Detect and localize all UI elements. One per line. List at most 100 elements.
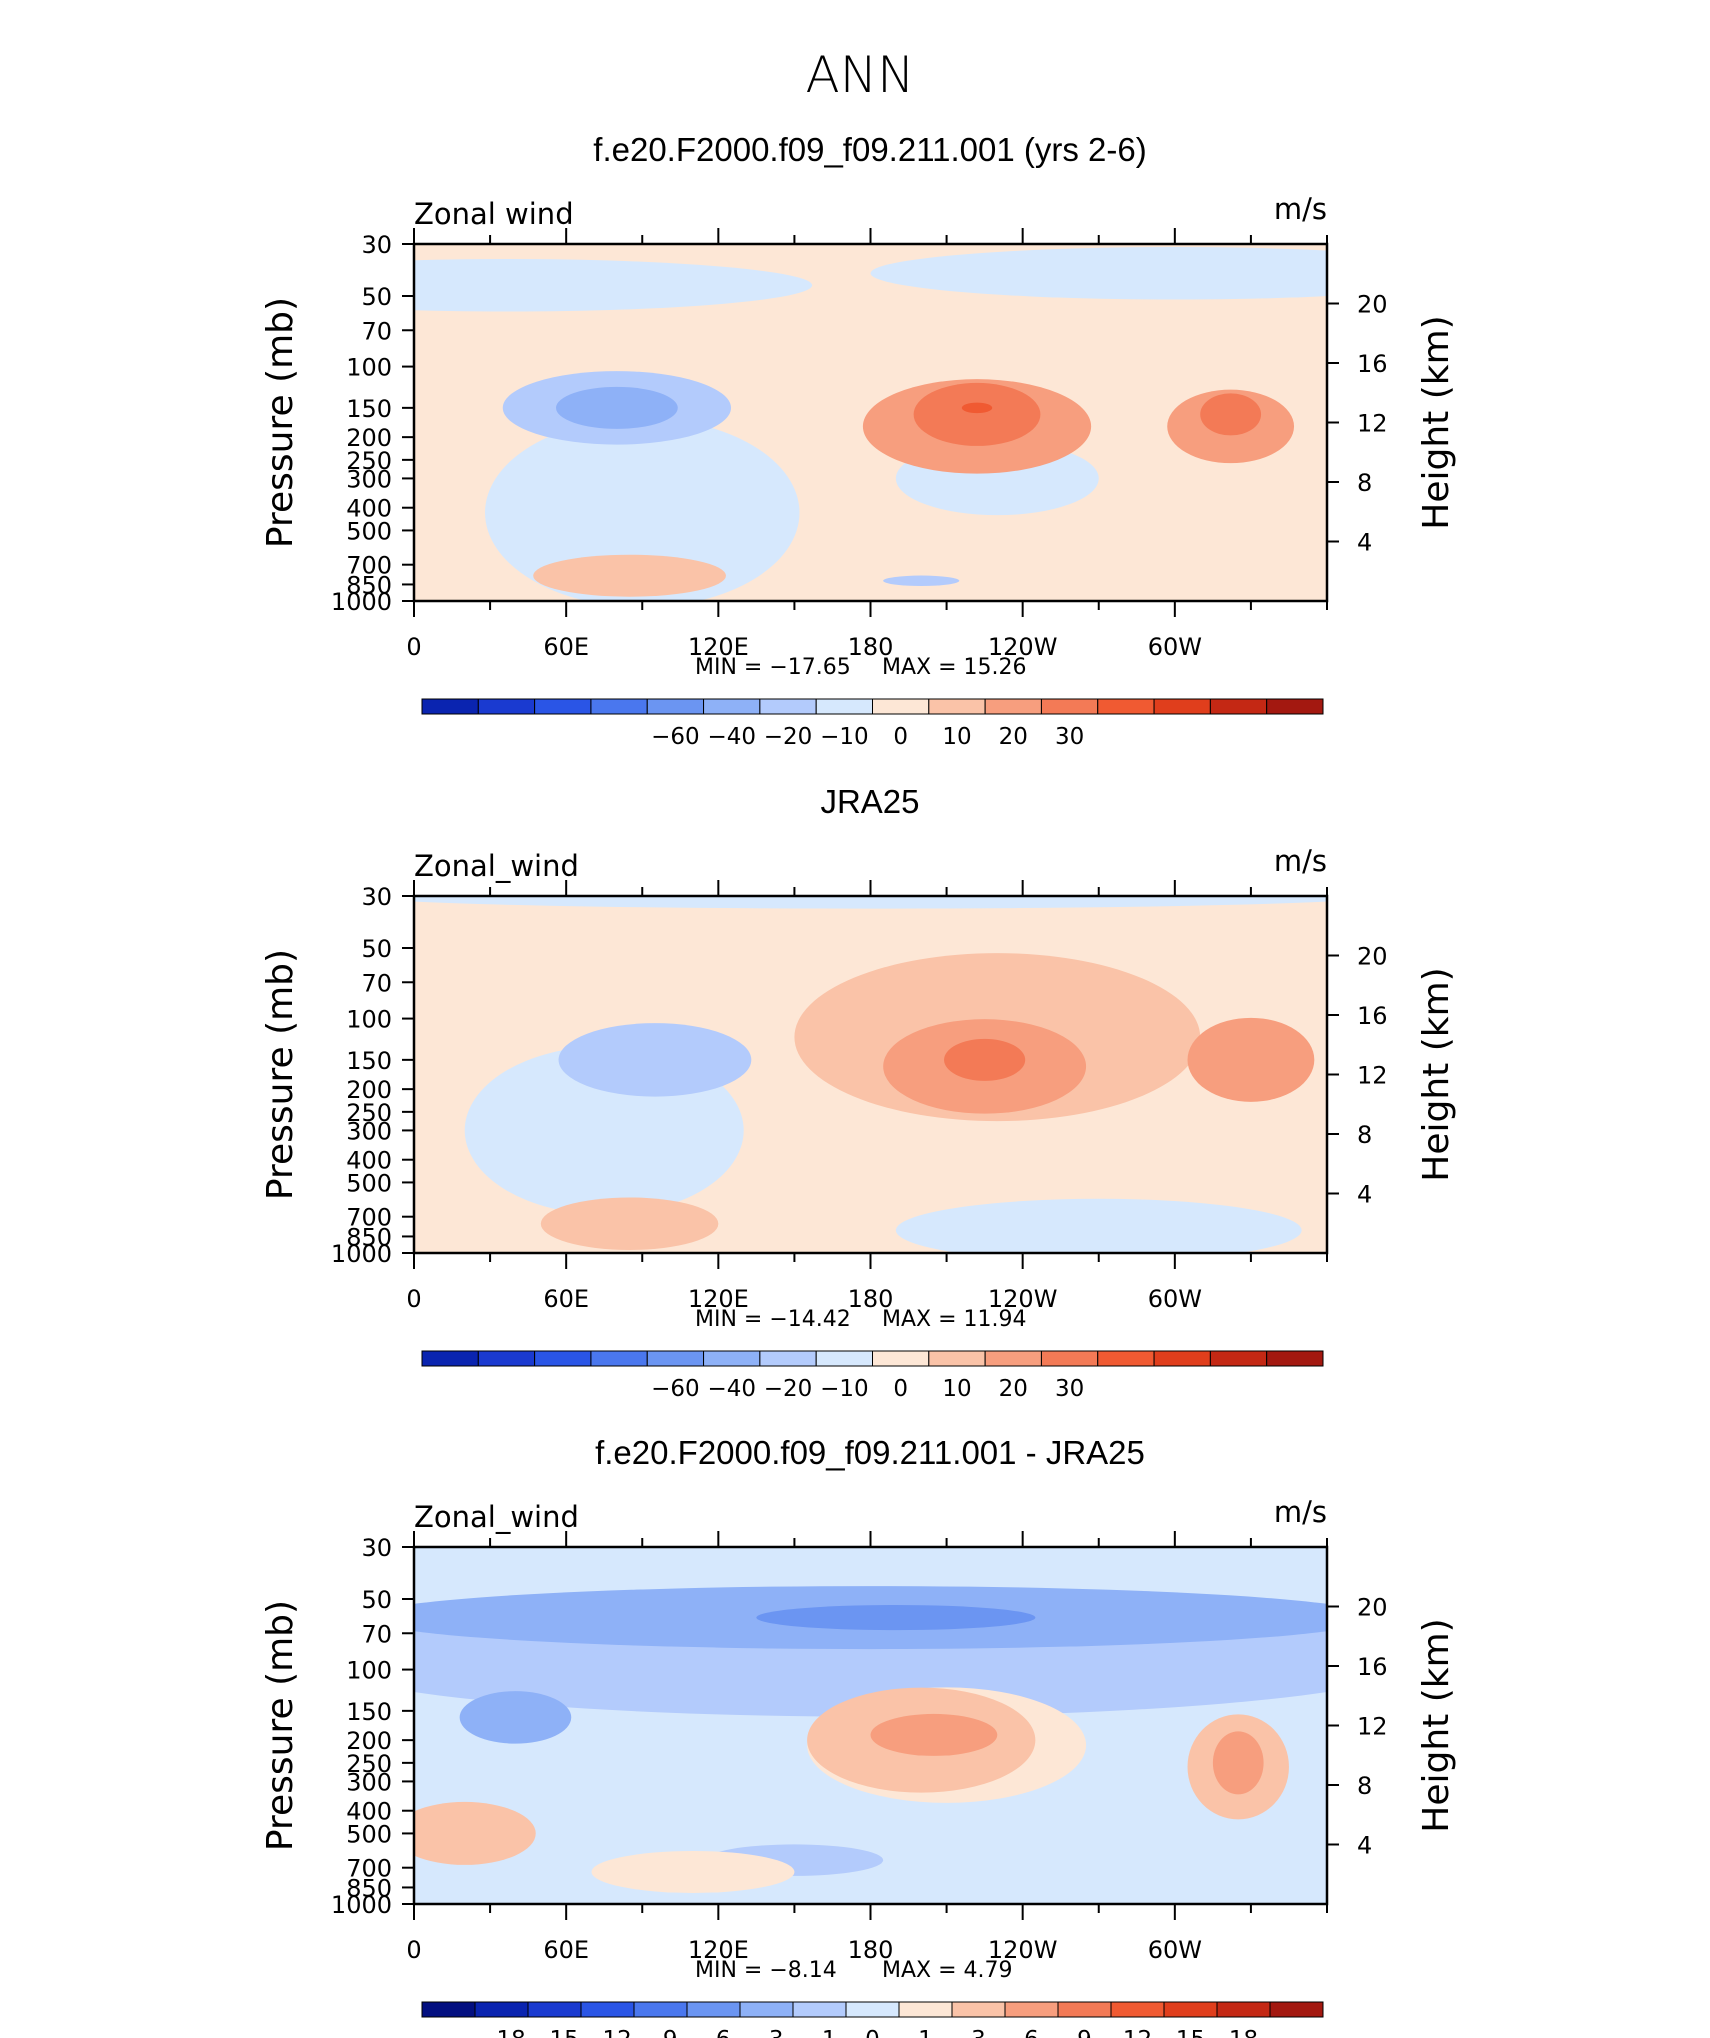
colorbar-label: 0 xyxy=(893,724,908,750)
colorbar-label: −40 xyxy=(707,1376,756,1402)
units-label: m/s xyxy=(1274,1495,1327,1529)
contour-region-3 xyxy=(756,1604,1036,1631)
pressure-tick-label: 1000 xyxy=(331,1891,392,1919)
contour-region-3 xyxy=(895,1198,1302,1253)
pressure-tick-label: 300 xyxy=(346,1117,392,1145)
contour-region-7 xyxy=(870,1713,998,1756)
colorbar-box xyxy=(580,2001,635,2018)
height-tick-label: 20 xyxy=(1357,1594,1388,1622)
pressure-tick-label: 100 xyxy=(346,1657,392,1685)
pressure-tick-label: 30 xyxy=(361,1534,392,1562)
colorbar-label: 1 xyxy=(918,2027,933,2038)
units-label: m/s xyxy=(1274,192,1327,226)
pressure-tick-label: 850 xyxy=(346,571,392,599)
colorbar-box xyxy=(646,1350,705,1367)
contour-region-1 xyxy=(414,896,1327,909)
colorbar-box xyxy=(1040,698,1099,715)
colorbar-label: −3 xyxy=(750,2027,784,2038)
colorbar-box xyxy=(792,2001,847,2018)
colorbar-box xyxy=(898,2001,953,2018)
contour-field xyxy=(414,244,1327,601)
colorbar-label: 30 xyxy=(1055,724,1084,750)
lon-tick-label: 120E xyxy=(688,633,749,661)
lon-tick-label: 0 xyxy=(406,633,421,661)
colorbar-label: 6 xyxy=(1024,2027,1039,2038)
lon-tick-label: 120E xyxy=(688,1936,749,1964)
pressure-tick-label: 1000 xyxy=(331,588,392,616)
pressure-tick-label: 400 xyxy=(346,1147,392,1175)
pressure-tick-label: 200 xyxy=(346,1076,392,1104)
ylabel-pressure: Pressure (mb) xyxy=(260,949,301,1200)
contour-region-9 xyxy=(540,1197,719,1250)
colorbar-label: −10 xyxy=(820,724,869,750)
pressure-tick-label: 500 xyxy=(346,1820,392,1848)
colorbar-box xyxy=(1110,2001,1165,2018)
stat-max: MAX = 4.79 xyxy=(882,1958,1013,1983)
colorbar-label: −15 xyxy=(530,2027,579,2038)
height-tick-label: 8 xyxy=(1357,1772,1372,1800)
colorbar-box xyxy=(1057,2001,1112,2018)
pressure-tick-label: 300 xyxy=(346,465,392,493)
colorbar-box xyxy=(527,2001,582,2018)
height-tick-label: 16 xyxy=(1357,350,1388,378)
colorbar-box xyxy=(1040,1350,1099,1367)
lon-tick-label: 60E xyxy=(543,633,589,661)
pressure-tick-label: 50 xyxy=(361,283,392,311)
colorbar-box xyxy=(739,2001,794,2018)
contour-region-4 xyxy=(459,1691,572,1744)
lon-tick-label: 120W xyxy=(988,633,1058,661)
contour-region-4 xyxy=(558,1023,752,1097)
stat-min: MIN = −8.14 xyxy=(695,1958,837,1983)
colorbar-box xyxy=(686,2001,741,2018)
lon-tick-label: 60W xyxy=(1148,1285,1202,1313)
colorbar-box xyxy=(872,1350,930,1367)
height-tick-label: 16 xyxy=(1357,1653,1388,1681)
colorbar-box xyxy=(1269,2001,1324,2018)
figure-title: ANN xyxy=(805,46,914,104)
colorbar-label: 10 xyxy=(942,724,971,750)
height-tick-label: 4 xyxy=(1357,1832,1372,1860)
pressure-tick-label: 70 xyxy=(361,317,392,345)
colorbar-box xyxy=(759,698,817,715)
pressure-tick-label: 150 xyxy=(346,395,392,423)
colorbar-box xyxy=(1266,1350,1324,1367)
pressure-tick-label: 300 xyxy=(346,1768,392,1796)
ylabel-pressure: Pressure (mb) xyxy=(260,297,301,548)
contour-region-8 xyxy=(1187,1017,1315,1102)
colorbar-box xyxy=(590,1350,648,1367)
colorbar-box xyxy=(590,698,648,715)
pressure-tick-label: 700 xyxy=(346,1855,392,1883)
height-tick-label: 20 xyxy=(1357,291,1388,319)
lon-tick-label: 60W xyxy=(1148,1936,1202,1964)
stat-min: MIN = −14.42 xyxy=(695,1307,851,1332)
ylabel-pressure: Pressure (mb) xyxy=(260,1600,301,1851)
colorbar-label: 10 xyxy=(942,1376,971,1402)
colorbar-box xyxy=(1209,698,1268,715)
colorbar-label: 12 xyxy=(1123,2027,1152,2038)
colorbar-label: −60 xyxy=(651,724,700,750)
colorbar-label: 0 xyxy=(893,1376,908,1402)
contour-region-9 xyxy=(961,402,993,414)
units-label: m/s xyxy=(1274,844,1327,878)
pressure-tick-label: 250 xyxy=(346,447,392,475)
pressure-tick-label: 100 xyxy=(346,354,392,382)
pressure-tick-label: 500 xyxy=(346,517,392,545)
pressure-tick-label: 1000 xyxy=(331,1240,392,1268)
colorbar-box xyxy=(477,698,536,715)
contour-region-6 xyxy=(556,386,678,429)
panel-title: JRA25 xyxy=(820,783,919,820)
colorbar-box xyxy=(984,698,1042,715)
colorbar-label: 20 xyxy=(999,724,1028,750)
pressure-tick-label: 250 xyxy=(346,1750,392,1778)
chart-panel-3: f.e20.F2000.f09_f09.211.001 - JRA25 Zonal… xyxy=(260,1434,1457,2038)
pressure-tick-label: 850 xyxy=(346,1874,392,1902)
height-tick-label: 12 xyxy=(1357,1062,1388,1090)
pressure-tick-label: 50 xyxy=(361,935,392,963)
contour-region-12 xyxy=(533,554,726,597)
contour-region-11 xyxy=(1200,393,1262,436)
height-tick-label: 16 xyxy=(1357,1002,1388,1030)
lon-tick-label: 180 xyxy=(848,1285,894,1313)
colorbar-label: −60 xyxy=(651,1376,700,1402)
colorbar-box xyxy=(421,698,479,715)
stat-min: MIN = −17.65 xyxy=(695,655,851,680)
